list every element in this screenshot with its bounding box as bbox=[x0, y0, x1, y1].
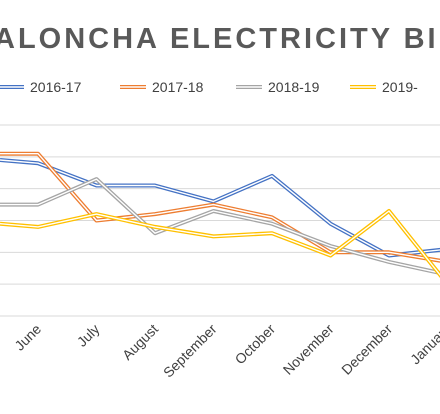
series-line-2018-19-outer bbox=[0, 177, 440, 276]
legend-label-2017-18: 2017-18 bbox=[152, 79, 204, 95]
chart-series bbox=[0, 151, 440, 279]
x-tick-label: January bbox=[407, 321, 440, 368]
x-tick-label: June bbox=[11, 321, 44, 354]
x-tick-label: July bbox=[74, 321, 103, 350]
chart-legend: 2016-17 2017-18 2018-19 2019- bbox=[0, 79, 418, 95]
x-tick-label: December bbox=[338, 321, 395, 378]
chart-title: ALONCHA ELECTRICITY BIL bbox=[0, 23, 440, 55]
series-line-2017-18-inner bbox=[0, 152, 440, 262]
series-line-2016-17-inner bbox=[0, 159, 440, 257]
x-tick-label: October bbox=[232, 321, 279, 368]
series-line-2018-19-inner bbox=[0, 178, 440, 274]
legend-label-2019-: 2019- bbox=[382, 79, 418, 95]
series-line-2019--inner bbox=[0, 210, 440, 276]
legend-label-2018-19: 2018-19 bbox=[268, 79, 320, 95]
x-tick-label: November bbox=[280, 321, 337, 378]
legend-label-2016-17: 2016-17 bbox=[30, 79, 82, 95]
x-tick-label: September bbox=[160, 321, 220, 381]
x-tick-label: August bbox=[119, 321, 161, 363]
